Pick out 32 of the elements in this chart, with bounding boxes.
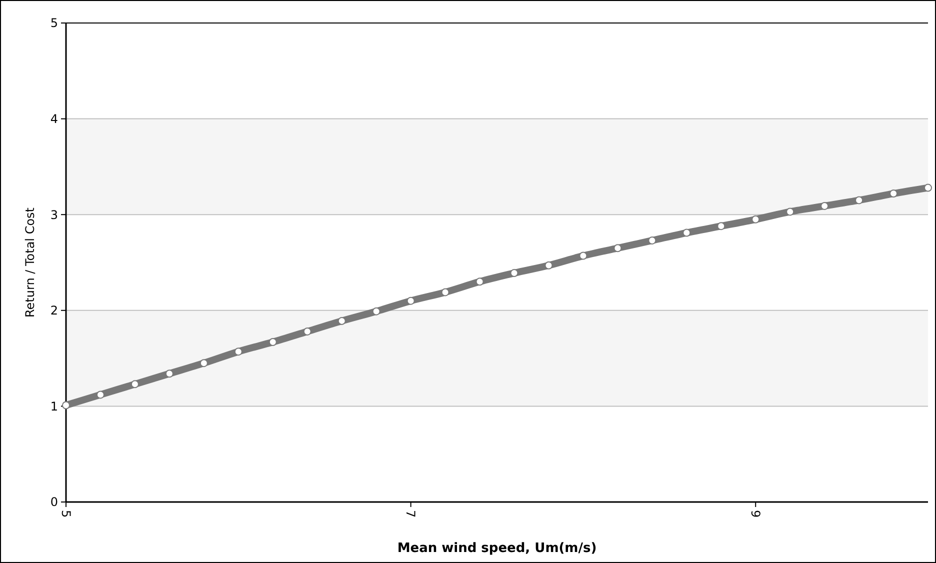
point bbox=[717, 222, 726, 230]
x-tick-label: 7 bbox=[404, 510, 418, 518]
point bbox=[372, 307, 380, 316]
point bbox=[303, 327, 312, 336]
x-tick-label: 9 bbox=[748, 510, 762, 518]
point bbox=[682, 228, 691, 237]
point bbox=[62, 401, 70, 410]
point bbox=[544, 261, 553, 270]
x-tick-label: 5 bbox=[58, 510, 73, 518]
y-tick-label: 5 bbox=[50, 16, 58, 30]
point bbox=[614, 244, 622, 252]
x-axis-title: Mean wind speed, Um(m/s) bbox=[397, 541, 597, 556]
point bbox=[648, 236, 656, 244]
y-tick-label: 0 bbox=[50, 495, 58, 510]
y-tick-label: 4 bbox=[50, 112, 58, 126]
y-tick-label: 3 bbox=[50, 208, 58, 222]
point bbox=[338, 316, 346, 325]
point bbox=[441, 288, 450, 296]
point bbox=[476, 278, 484, 286]
point bbox=[786, 208, 794, 216]
point bbox=[165, 370, 174, 378]
point bbox=[234, 348, 242, 356]
y-axis-title: Return / Total Cost bbox=[23, 207, 37, 318]
point bbox=[579, 252, 588, 260]
point bbox=[752, 215, 760, 224]
y-tick-label: 1 bbox=[50, 399, 58, 414]
point bbox=[924, 184, 932, 192]
point bbox=[406, 296, 415, 305]
point bbox=[510, 269, 518, 278]
point bbox=[268, 338, 277, 346]
point bbox=[200, 359, 208, 368]
y-tick-label: 2 bbox=[50, 304, 58, 318]
